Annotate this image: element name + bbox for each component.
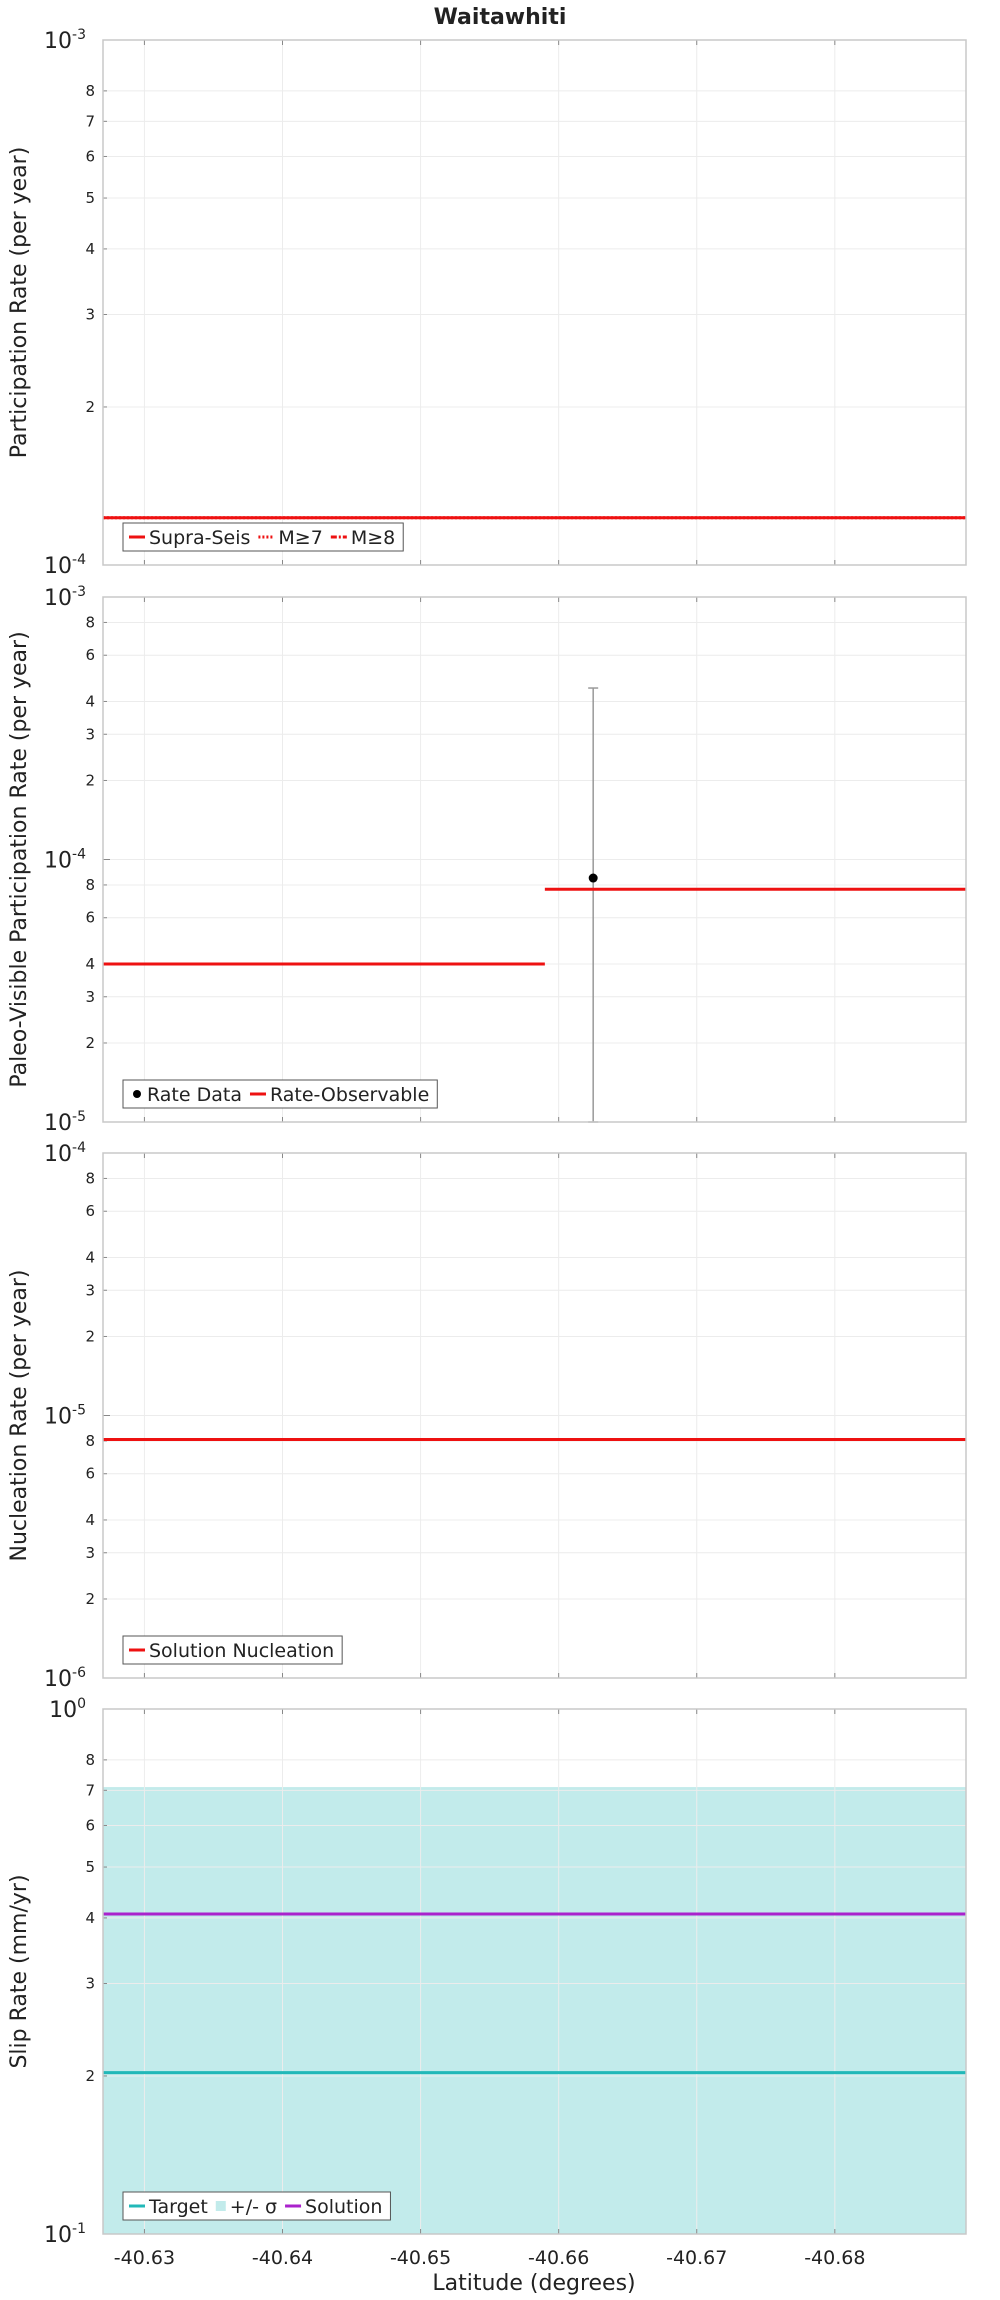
y-tick-label: 4 [85,955,95,973]
legend-label: Rate-Observable [270,1084,429,1106]
rate-data-point [588,873,598,883]
x-tick-label: -40.63 [114,2247,175,2269]
y-axis-label: Nucleation Rate (per year) [7,1270,32,1562]
x-tick-labels: -40.63 -40.64 -40.65 -40.66 -40.67 -40.68 [114,2247,866,2269]
y-tick-label: 6 [85,646,95,664]
y-tick-label: 8 [85,82,95,100]
legend-label: +/- σ [230,2196,277,2218]
y-tick-label: 3 [85,1544,95,1562]
x-tick-label: -40.66 [528,2247,589,2269]
legend-label: M≥8 [351,527,395,549]
y-tick-label: 7 [85,1781,95,1799]
legend: Target +/- σ Solution [122,2191,391,2221]
legend-box [122,522,404,552]
y-tick-label: 6 [85,147,95,165]
sigma-band [103,1787,966,2234]
chart-panel-4: 2 3 4 5 6 7 8 10-1 100 Slip Rate (mm/yr) Target +/-… [7,1696,967,2248]
y-tick-label: 6 [85,1465,95,1483]
y-tick-label: 4 [85,1511,95,1529]
legend-label: M≥7 [278,527,322,549]
y-tick-label: 6 [85,1816,95,1834]
y-tick-label: 3 [85,725,95,743]
chart-panels: 2 3 4 5 6 7 8 10-4 10-3 Participation Rate (per y… [7,27,967,2269]
y-major-tick-label: 10-3 [44,27,86,54]
y-tick-label: 2 [85,771,95,789]
y-tick-label: 8 [85,876,95,894]
y-tick-label: 4 [85,240,95,258]
legend-label: Solution Nucleation [149,1640,334,1662]
y-tick-label: 2 [85,1034,95,1052]
legend: Rate Data Rate-Observable [122,1079,438,1109]
y-tick-label: 5 [85,1858,95,1876]
y-tick-label: 2 [85,1327,95,1345]
y-tick-label: 4 [85,692,95,710]
y-major-tick-label: 10-3 [44,584,86,611]
legend-label: Supra-Seis [149,527,250,549]
legend-label: Solution [305,2196,382,2218]
y-tick-label: 5 [85,189,95,207]
y-major-tick-label: 10-5 [44,1403,86,1430]
y-tick-label: 8 [85,1169,95,1187]
y-tick-label: 6 [85,1202,95,1220]
y-tick-label: 2 [85,398,95,416]
x-tick-label: -40.67 [666,2247,727,2269]
y-major-tick-label: 10-4 [44,1140,86,1167]
y-tick-label: 6 [85,909,95,927]
legend-box [122,1079,438,1109]
x-tick-label: -40.64 [252,2247,313,2269]
legend-box [122,1635,343,1665]
plot-frame [102,39,967,566]
plot-frame [102,1708,967,2235]
y-tick-label: 8 [85,1432,95,1450]
legend-label: Target [148,2196,208,2218]
y-major-tick-label: 10-4 [44,847,86,874]
y-tick-label: 4 [85,1248,95,1266]
chart-title: Waitawhiti [434,5,567,30]
legend: Supra-Seis M≥7 M≥8 [122,522,404,552]
legend: Solution Nucleation [122,1635,343,1665]
y-tick-label: 3 [85,1975,95,1993]
y-tick-label: 4 [85,1909,95,1927]
y-major-tick-label: 100 [49,1696,86,1723]
x-axis-label: Latitude (degrees) [432,2271,635,2296]
plot-frame [102,1152,967,1679]
y-major-tick-label: 10-1 [44,2221,86,2248]
legend-label: Rate Data [147,1084,242,1106]
legend-swatch [215,2201,226,2211]
y-axis-label: Slip Rate (mm/yr) [7,1874,32,2068]
plot-frame [102,596,967,1123]
y-axis-label: Paleo-Visible Participation Rate (per ye… [7,631,32,1087]
y-tick-label: 2 [85,1590,95,1608]
legend-box [122,2191,391,2221]
x-tick-label: -40.68 [804,2247,865,2269]
chart-panel-3: 2 3 4 6 8 2 3 4 6 8 10-6 10-5 10-4 Nucleation Rate (p… [7,1140,967,1692]
y-tick-label: 8 [85,613,95,631]
x-tick-label: -40.65 [390,2247,451,2269]
y-tick-label: 3 [85,1281,95,1299]
y-tick-label: 3 [85,306,95,324]
y-major-tick-label: 10-6 [44,1665,86,1692]
y-tick-label: 7 [85,112,95,130]
y-major-tick-label: 10-5 [44,1109,86,1136]
y-tick-label: 8 [85,1751,95,1769]
legend-swatch [133,1090,141,1098]
chart-panel-2: 2 3 4 6 8 2 3 4 6 8 10-5 10-4 10-3 Paleo-Visible Part… [7,584,967,1136]
y-tick-label: 2 [85,2067,95,2085]
y-axis-label: Participation Rate (per year) [7,147,32,459]
y-tick-label: 3 [85,988,95,1006]
y-major-tick-label: 10-4 [44,552,86,579]
chart-panel-1: 2 3 4 5 6 7 8 10-4 10-3 Participation Rate (per y… [7,27,967,579]
